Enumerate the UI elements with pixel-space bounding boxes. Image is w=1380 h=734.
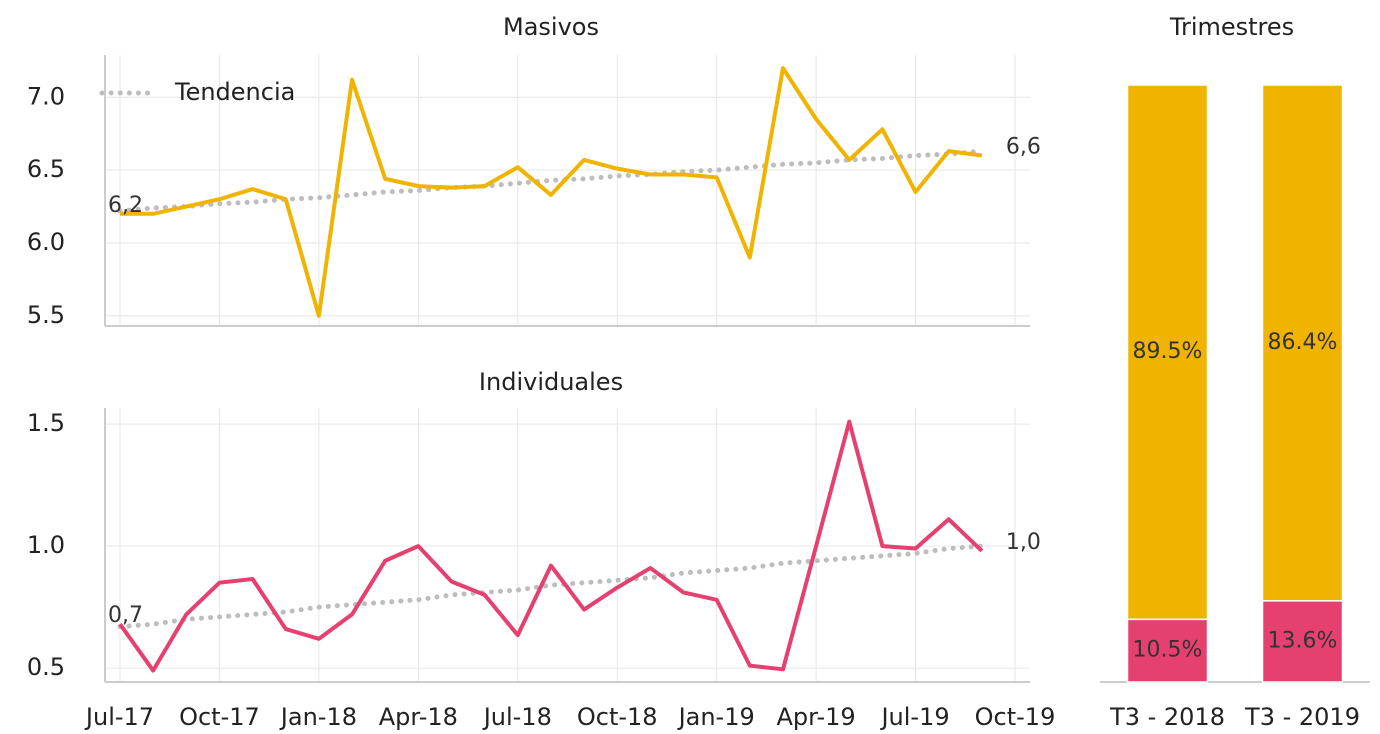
x-tick-label: Jul-17 [84,703,154,731]
data-label: 6,6 [1006,135,1041,160]
y-tick-label: 7.0 [27,82,65,110]
bar-segment [1261,84,1344,602]
chart-title: Trimestres [1169,13,1294,41]
data-label: 13.6% [1268,628,1338,653]
bar-segment [1261,600,1344,683]
x-tick-label: Apr-18 [379,703,458,731]
y-tick-label: 6.5 [27,155,65,183]
data-label: 89.5% [1133,339,1203,364]
data-label: 86.4% [1268,330,1338,355]
x-tick-label: T3 - 2018 [1109,703,1225,731]
x-tick-label: T3 - 2019 [1244,703,1360,731]
y-tick-label: 1.5 [27,409,65,437]
y-tick-label: 1.0 [27,531,65,559]
chart-title: Individuales [479,368,623,396]
x-tick-label: Oct-17 [179,703,260,731]
x-tick-label: Oct-18 [577,703,658,731]
y-tick-label: 0.5 [27,653,65,681]
x-tick-label: Oct-19 [975,703,1056,731]
data-label: 6,2 [108,193,143,218]
x-tick-label: Apr-19 [777,703,856,731]
y-tick-label: 5.5 [27,301,65,329]
x-tick-label: Jul-18 [482,703,552,731]
x-tick-label: Jul-19 [879,703,949,731]
x-tick-label: Jan-19 [677,703,755,731]
data-line [118,419,984,673]
chart-title: Masivos [503,13,599,41]
data-line [120,66,983,318]
data-label: 1,0 [1006,530,1041,555]
trend-line [117,148,985,214]
legend-label: Tendencia [174,78,295,106]
bar-segment [1126,84,1209,621]
data-label: 0,7 [108,603,143,628]
bar-segment [1126,618,1209,683]
trend-line [117,543,985,630]
y-tick-label: 6.0 [27,228,65,256]
data-label: 10.5% [1133,638,1203,663]
x-tick-label: Jan-18 [279,703,357,731]
